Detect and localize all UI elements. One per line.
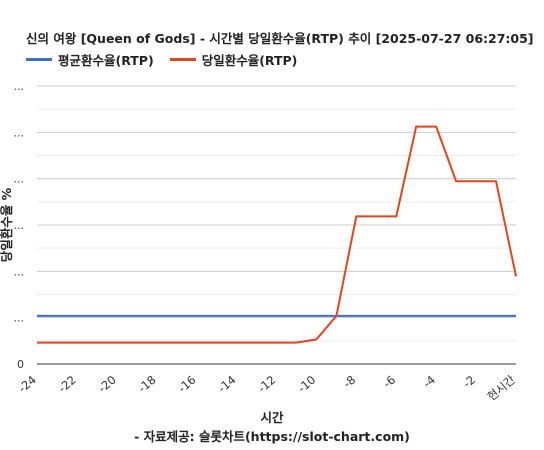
y-tick-label: ... [14,312,25,325]
x-tick-label: -2 [460,373,478,391]
x-tick-label: -16 [175,373,198,396]
y-tick-label: ... [14,126,25,139]
y-axis-title: 당일환수율 % [0,187,14,262]
source-note: - 자료제공: 슬롯차트(https://slot-chart.com) [134,429,410,444]
x-tick-label: -6 [380,373,398,391]
legend-item-average[interactable]: 평균환수율(RTP) [26,50,154,69]
y-axis: 0.................. [14,80,25,371]
legend-swatch-average [26,58,52,61]
x-tick-label: -14 [215,373,238,396]
x-tick-label: -12 [255,373,278,396]
y-tick-label: ... [14,219,25,232]
chart-title: 신의 여왕 [Queen of Gods] - 시간별 당일환수율(RTP) 추… [26,31,534,46]
x-tick-label: -24 [16,373,39,396]
grid-layer [37,85,516,365]
legend-swatch-daily [169,58,196,61]
x-tick-label: -8 [340,373,358,391]
x-tick-label: -20 [95,373,118,396]
x-tick-label: 현시간 [485,372,519,403]
y-tick-label: ... [14,80,25,93]
series-layer [37,125,517,344]
legend-label-daily: 당일환수율(RTP) [201,53,298,68]
legend: 평균환수율(RTP) 당일환수율(RTP) [26,50,313,69]
x-axis-title: 시간 [260,410,284,425]
x-axis: -24 -22 -20 -18 -16 -14 -12 -10 -8 -6 -4 -2 현시간 [16,372,519,403]
series-line-daily [37,125,517,344]
legend-label-average: 평균환수율(RTP) [58,53,154,68]
y-tick-label: 0 [17,358,24,371]
x-tick-label: -18 [135,373,158,396]
y-tick-label: ... [14,265,25,278]
x-tick-label: -4 [420,373,438,391]
y-tick-label: ... [14,173,25,186]
x-tick-label: -10 [295,373,318,396]
legend-item-daily[interactable]: 당일환수율(RTP) [169,50,298,69]
x-tick-label: -22 [55,373,78,396]
